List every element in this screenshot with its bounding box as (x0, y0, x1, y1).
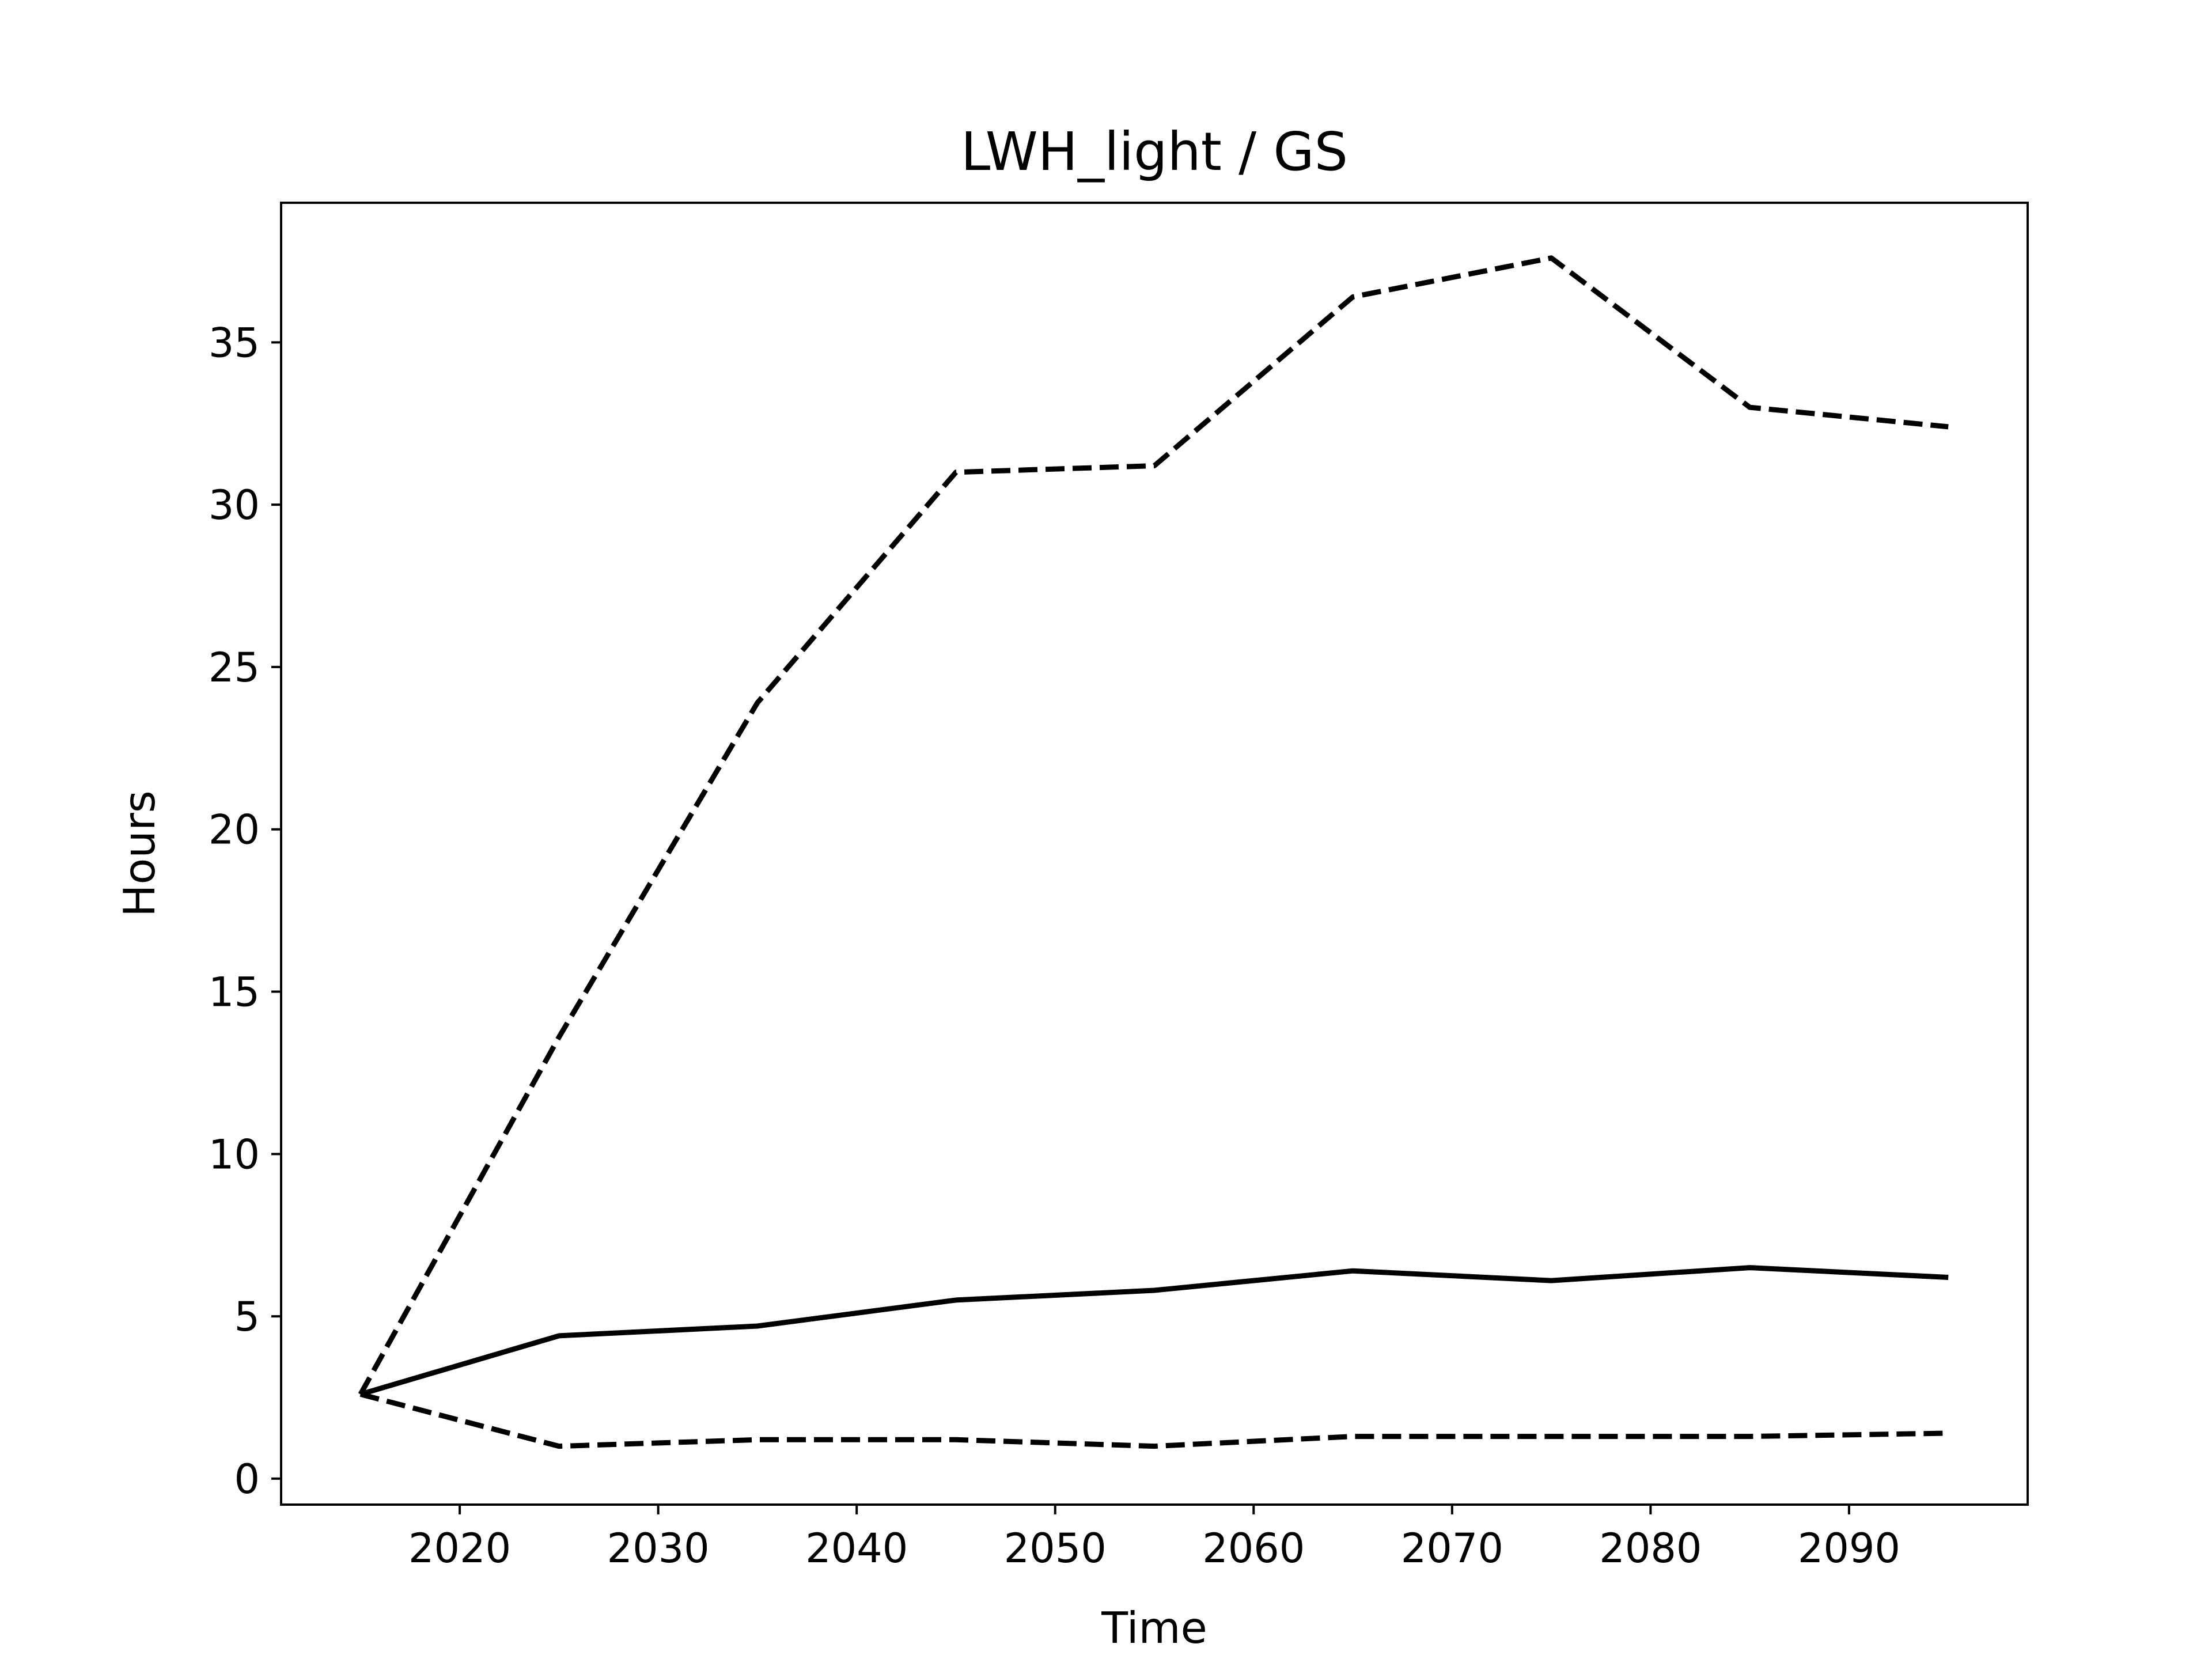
y-tick-label: 10 (209, 1131, 260, 1178)
series-line-1 (359, 1265, 1949, 1397)
x-axis-ticks: 2020 2030 2040 2050 2060 2070 2080 2090 (408, 1505, 1900, 1572)
chart-title: LWH_light / GS (961, 121, 1348, 183)
x-tick-label: 2060 (1202, 1525, 1305, 1572)
y-tick-label: 5 (234, 1293, 260, 1340)
y-tick-label: 15 (209, 969, 260, 1016)
y-tick-label: 0 (234, 1456, 260, 1503)
x-tick-label: 2070 (1401, 1525, 1503, 1572)
x-tick-label: 2020 (408, 1525, 511, 1572)
series-layer (358, 255, 1949, 1449)
x-tick-label: 2040 (805, 1525, 908, 1572)
x-tick-label: 2050 (1004, 1525, 1107, 1572)
plot-area-frame (280, 202, 2029, 1506)
y-tick-label: 30 (209, 482, 260, 529)
series-line-2 (358, 255, 1949, 1396)
x-axis-label: Time (1101, 1603, 1207, 1653)
y-tick-label: 25 (209, 644, 260, 691)
series-line-3 (359, 1392, 1949, 1449)
y-axis-label: Hours (114, 790, 165, 917)
x-tick-label: 2080 (1599, 1525, 1702, 1572)
y-tick-label: 35 (209, 319, 260, 366)
x-tick-label: 2090 (1798, 1525, 1900, 1572)
x-tick-label: 2030 (607, 1525, 710, 1572)
y-tick-label: 20 (209, 806, 260, 854)
y-axis-ticks: 0 5 10 15 20 25 30 35 (209, 319, 281, 1503)
